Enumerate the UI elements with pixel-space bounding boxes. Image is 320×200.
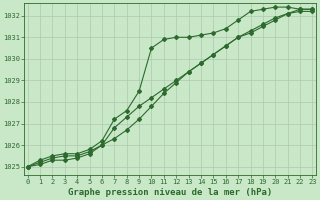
X-axis label: Graphe pression niveau de la mer (hPa): Graphe pression niveau de la mer (hPa) [68, 188, 272, 197]
